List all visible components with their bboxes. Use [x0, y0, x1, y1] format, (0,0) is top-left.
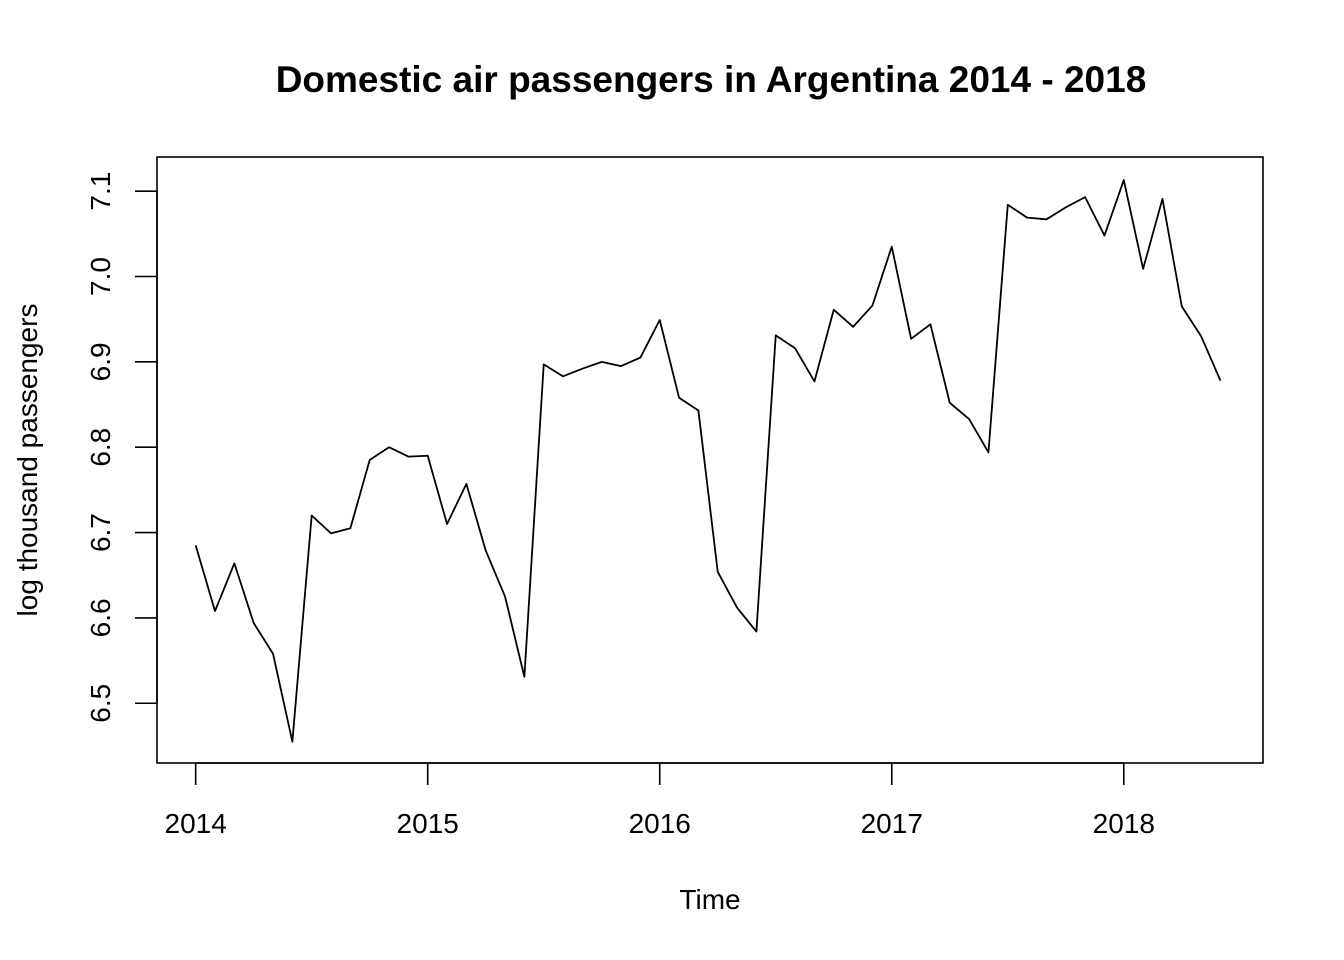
y-tick-label: 6.5: [85, 684, 116, 723]
y-axis-title: log thousand passengers: [12, 304, 43, 617]
x-tick-label: 2017: [861, 808, 923, 839]
y-tick-label: 6.9: [85, 342, 116, 381]
y-tick-label: 7.0: [85, 257, 116, 296]
series-layer: [194, 179, 1222, 743]
chart-title: Domestic air passengers in Argentina 201…: [276, 59, 1147, 100]
plot-area-frame: [156, 156, 1264, 764]
y-tick-label: 7.1: [85, 172, 116, 211]
x-tick-label: 2014: [165, 808, 227, 839]
x-tick-label: 2016: [629, 808, 691, 839]
x-tick-label: 2015: [397, 808, 459, 839]
y-tick-label: 6.8: [85, 428, 116, 467]
y-tick-label: 6.6: [85, 598, 116, 637]
x-tick-label: 2018: [1093, 808, 1155, 839]
series-line: [194, 179, 1222, 743]
y-axis: 6.5 6.6 6.7 6.8 6.9 7.0 7.1: [85, 172, 158, 723]
x-axis-title: Time: [679, 884, 740, 915]
y-tick-label: 6.7: [85, 513, 116, 552]
x-axis: 2014 2015 2016 2017 2018: [165, 762, 1155, 839]
